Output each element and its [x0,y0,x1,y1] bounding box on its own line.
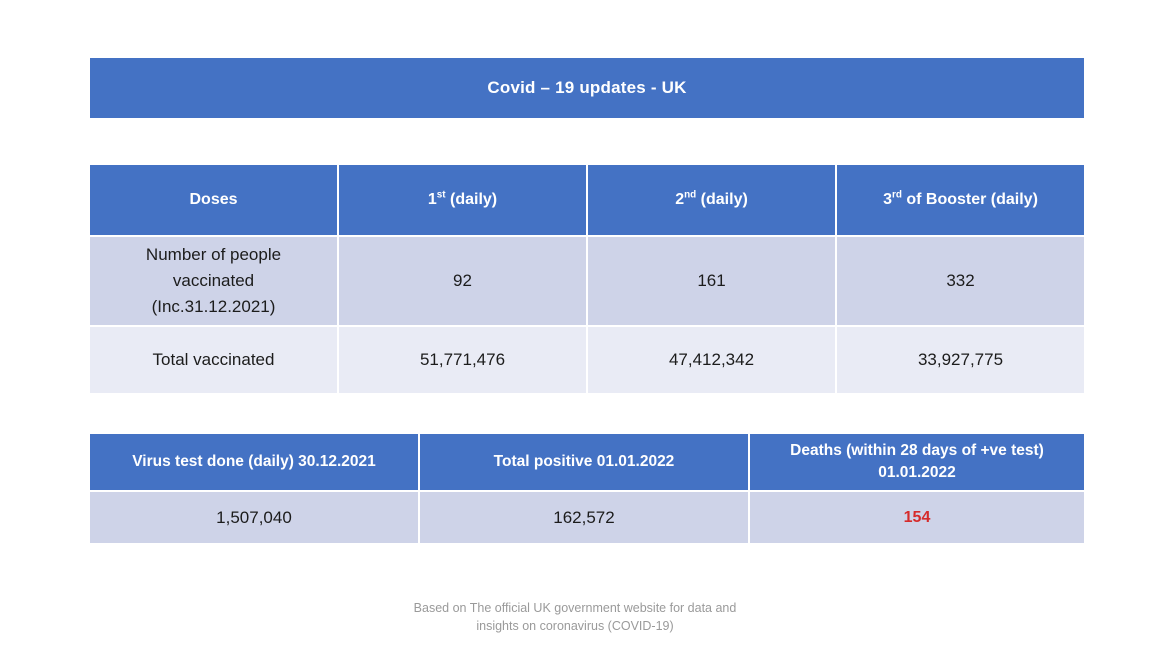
ordinal-base: 3 [883,191,892,208]
value-deaths: 154 [750,492,1084,543]
value-total-first: 51,771,476 [339,327,586,393]
stats-header-virus-tests: Virus test done (daily) 30.12.2021 [90,434,418,490]
value-third-booster-daily: 332 [837,237,1084,325]
deaths-count: 154 [903,508,931,526]
cell-value: 51,771,476 [419,350,506,369]
value-virus-tests: 1,507,040 [90,492,418,543]
doses-header-third-booster-daily: 3rd of Booster (daily) [837,165,1084,235]
title-banner: Covid – 19 updates - UK [90,58,1084,118]
cell-value: 332 [946,271,975,290]
value-second-daily: 161 [588,237,835,325]
value-total-second: 47,412,342 [588,327,835,393]
ordinal-rest: (daily) [450,191,498,208]
stats-table: Virus test done (daily) 30.12.2021 Total… [90,434,1084,543]
cell-value: 47,412,342 [668,350,755,369]
stats-header-label: Virus test done (daily) 30.12.2021 [132,453,376,471]
source-line-2: insights on coronavirus (COVID-19) [476,619,674,633]
ordinal-sup: rd [891,189,902,201]
row-label: Total vaccinated [152,350,275,369]
ordinal-header: 2nd (daily) [675,189,748,209]
doses-header-doses: Doses [90,165,337,235]
ordinal-header: 1st (daily) [427,189,498,209]
ordinal-header: 3rd of Booster (daily) [883,189,1038,209]
ordinal-base: 2 [675,191,685,208]
stats-header-label: Deaths (within 28 days of +ve test) 01.0… [790,442,1044,481]
cell-value: 162,572 [553,507,615,527]
cell-value: 33,927,775 [917,350,1004,369]
cell-value: 92 [453,271,472,290]
value-first-daily: 92 [339,237,586,325]
doses-header-second-daily: 2nd (daily) [588,165,835,235]
table-row-label-number-vaccinated: Number of people vaccinated (Inc.31.12.2… [90,237,337,325]
ordinal-base: 1 [427,191,437,208]
doses-table: Doses 1st (daily) 2nd (daily) 3rd of Boo… [90,165,1084,393]
value-total-positive: 162,572 [420,492,748,543]
source-attribution: Based on The official UK government webs… [0,599,1150,635]
ordinal-sup: st [436,189,446,201]
stats-header-deaths: Deaths (within 28 days of +ve test) 01.0… [750,434,1084,490]
doses-header-first-daily: 1st (daily) [339,165,586,235]
stats-header-total-positive: Total positive 01.01.2022 [420,434,748,490]
doses-header-label: Doses [189,191,238,208]
stats-header-label: Total positive 01.01.2022 [493,453,675,471]
ordinal-rest: (daily) [700,191,748,208]
source-line-1: Based on The official UK government webs… [413,601,737,615]
ordinal-sup: nd [684,189,697,201]
cell-value: 161 [697,271,726,290]
row-label: Number of people vaccinated (Inc.31.12.2… [145,245,282,316]
table-row-label-total-vaccinated: Total vaccinated [90,327,337,393]
value-total-booster: 33,927,775 [837,327,1084,393]
cell-value: 1,507,040 [216,507,292,527]
slide-title: Covid – 19 updates - UK [487,78,687,97]
ordinal-rest: of Booster (daily) [906,191,1038,208]
